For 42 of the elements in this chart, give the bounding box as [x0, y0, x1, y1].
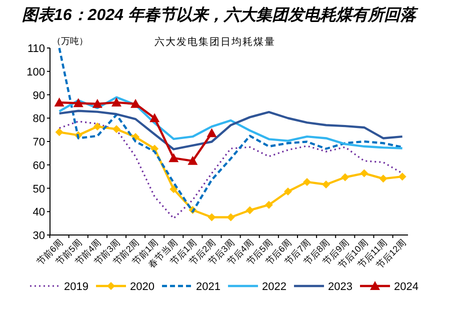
point	[226, 213, 235, 222]
point	[92, 98, 102, 108]
point	[73, 98, 84, 108]
y-axis-title: （万吨）	[52, 36, 88, 46]
point	[379, 174, 388, 183]
y-tick-label: 60	[32, 160, 45, 172]
y-tick-label: 90	[32, 90, 45, 102]
point	[360, 169, 368, 178]
point	[206, 128, 217, 138]
y-tick-label: 40	[32, 206, 45, 219]
point	[264, 200, 273, 209]
point	[111, 97, 122, 106]
point	[170, 185, 178, 194]
point	[112, 125, 120, 134]
point	[130, 98, 141, 108]
chart-title: 图表16：2024 年春节以来，六大集团发电耗煤有所回落	[22, 6, 419, 24]
point	[150, 113, 160, 122]
legend-label: 2024	[394, 281, 418, 293]
y-tick-label: 80	[32, 113, 45, 126]
point	[208, 213, 216, 222]
legend-label: 2020	[130, 281, 154, 293]
chart-subtitle: 六大发电集团日均耗煤量	[154, 36, 276, 48]
point	[54, 97, 64, 106]
y-tick-label: 50	[32, 183, 45, 196]
legend-label: 2019	[64, 281, 88, 293]
y-tick-label: 30	[32, 230, 45, 242]
point	[341, 173, 350, 182]
y-tick-label: 110	[27, 43, 45, 55]
legend-label: 2022	[262, 281, 286, 293]
point	[168, 153, 179, 162]
point	[55, 128, 64, 136]
point	[322, 180, 330, 189]
point	[284, 188, 292, 196]
legend-label: 2021	[196, 281, 220, 293]
point	[188, 156, 198, 165]
y-tick-label: 100	[26, 66, 45, 78]
y-tick-label: 70	[32, 136, 45, 148]
point	[93, 122, 102, 131]
point	[398, 172, 406, 181]
point	[246, 206, 254, 214]
point	[303, 178, 312, 186]
legend-label: 2023	[328, 281, 352, 293]
